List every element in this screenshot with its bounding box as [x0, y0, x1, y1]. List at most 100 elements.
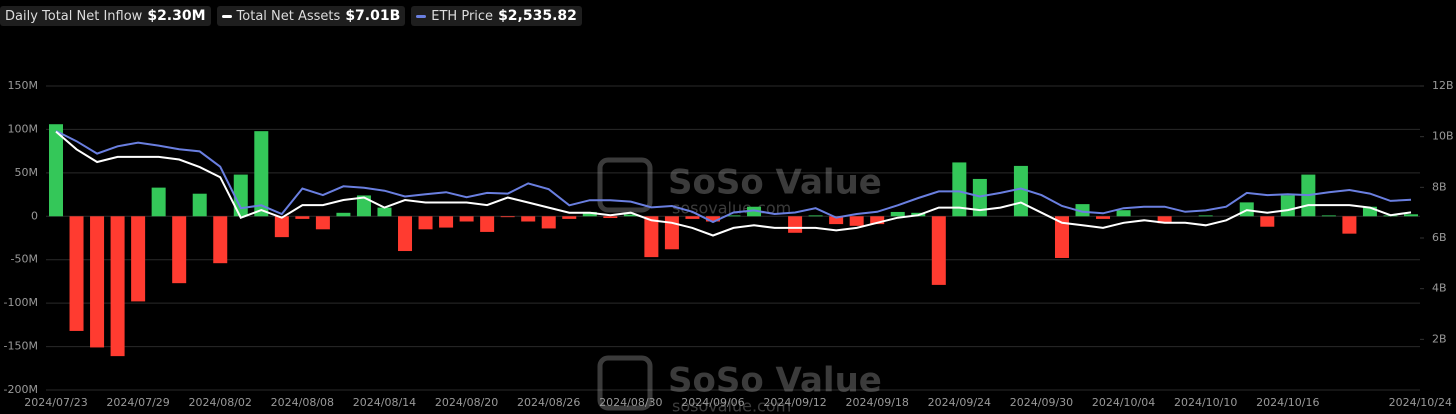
y2-tick-label: 4B: [1432, 282, 1447, 295]
bar: [1404, 214, 1418, 217]
bar: [295, 216, 310, 219]
bar: [562, 216, 577, 219]
bar: [870, 216, 885, 225]
bar: [1157, 216, 1172, 224]
bar: [705, 216, 720, 222]
grid: [46, 85, 1420, 391]
y2-tick-label: 12B: [1432, 79, 1454, 92]
y2-tick-label: 6B: [1432, 231, 1447, 244]
watermark-site: sosovalue.com: [672, 199, 791, 218]
bar: [952, 162, 967, 217]
bar: [1342, 216, 1357, 234]
x-tick-label: 2024/09/06: [681, 396, 744, 409]
bar: [685, 216, 700, 219]
bar: [1260, 216, 1275, 227]
line: [55, 130, 1412, 237]
bar: [623, 214, 638, 217]
y-tick-label: -50M: [11, 253, 38, 266]
bar: [459, 216, 474, 222]
bar: [788, 216, 803, 233]
x-tick-label: 2024/08/02: [189, 396, 252, 409]
x-tick-label: 2024/10/16: [1256, 396, 1319, 409]
bar: [1198, 215, 1213, 217]
x-tick-label: 2024/09/12: [763, 396, 826, 409]
watermark-site: sosovalue.com: [672, 397, 791, 414]
bar: [192, 193, 207, 217]
bar: [315, 216, 330, 230]
bar: [1096, 216, 1111, 219]
bar: [849, 216, 864, 226]
bar: [151, 187, 166, 217]
y-tick-label: 100M: [8, 122, 39, 135]
bar: [808, 215, 823, 217]
bar: [377, 207, 392, 217]
y-tick-label: 150M: [8, 79, 39, 92]
watermark: SoSo Value sosovalue.com SoSo Value soso…: [597, 157, 882, 414]
legend-label: Total Net Assets: [236, 8, 341, 24]
legend-swatch: [416, 14, 427, 18]
bar: [1280, 195, 1295, 217]
y-tick-label: -100M: [4, 296, 38, 309]
legend-swatch: [221, 14, 232, 18]
bar: [500, 216, 515, 218]
bar: [110, 216, 125, 357]
watermark-brand: SoSo Value: [668, 361, 882, 401]
bar: [336, 212, 351, 217]
bar: [1362, 206, 1377, 217]
y-tick-label: 0: [31, 209, 38, 222]
legend-item: ETH Price $2,535.82: [411, 6, 582, 26]
x-tick-label: 2024/08/30: [599, 396, 662, 409]
x-tick-label: 2024/09/24: [928, 396, 991, 409]
bar: [90, 216, 105, 348]
y2-tick-label: 2B: [1432, 332, 1447, 345]
bar: [439, 216, 454, 228]
bar: [644, 216, 659, 258]
x-tick-label: 2024/10/10: [1174, 396, 1237, 409]
bar: [213, 216, 228, 264]
bar: [829, 216, 844, 225]
x-tick-label: 2024/10/04: [1092, 396, 1155, 409]
bar: [172, 216, 187, 284]
legend: Daily Total Net Inflow $2.30M Total Net As…: [0, 6, 582, 26]
bar: [747, 206, 762, 217]
bar: [726, 215, 741, 217]
bar: [1321, 215, 1336, 217]
watermark-logo: [597, 355, 653, 411]
x-tick-label: 2024/08/08: [271, 396, 334, 409]
y-tick-label: -200M: [4, 383, 38, 396]
legend-item: Total Net Assets $7.01B: [216, 6, 406, 26]
bar: [480, 216, 495, 232]
y2-tick-label: 10B: [1432, 130, 1454, 143]
line: [55, 130, 1412, 224]
legend-value: $7.01B: [345, 8, 401, 24]
y-tick-label: 50M: [15, 166, 39, 179]
x-tick-label: 2024/09/18: [846, 396, 909, 409]
x-tick-label: 2024/08/20: [435, 396, 498, 409]
legend-label: Daily Total Net Inflow: [5, 8, 143, 24]
bar: [274, 216, 289, 238]
bar: [69, 216, 84, 331]
legend-item: Daily Total Net Inflow $2.30M: [0, 6, 211, 26]
bar: [582, 211, 597, 217]
bar: [972, 178, 987, 217]
bar: [521, 216, 536, 222]
x-tick-label: 2024/07/23: [24, 396, 87, 409]
x-tick-label: 2024/08/26: [517, 396, 580, 409]
y-tick-label: -150M: [4, 340, 38, 353]
bar: [1116, 210, 1131, 217]
bar: [603, 216, 618, 219]
x-tick-label: 2024/10/24: [1389, 396, 1452, 409]
x-tick-label: 2024/08/14: [353, 396, 416, 409]
y2-tick-label: 8B: [1432, 180, 1447, 193]
bar: [1054, 216, 1069, 258]
watermark-logo: [597, 157, 653, 213]
x-tick-label: 2024/09/30: [1010, 396, 1073, 409]
bar: [890, 211, 905, 217]
legend-value: $2.30M: [147, 8, 206, 24]
bar: [356, 195, 371, 217]
bar: [233, 174, 248, 217]
bar: [398, 216, 413, 252]
bar: [541, 216, 556, 229]
